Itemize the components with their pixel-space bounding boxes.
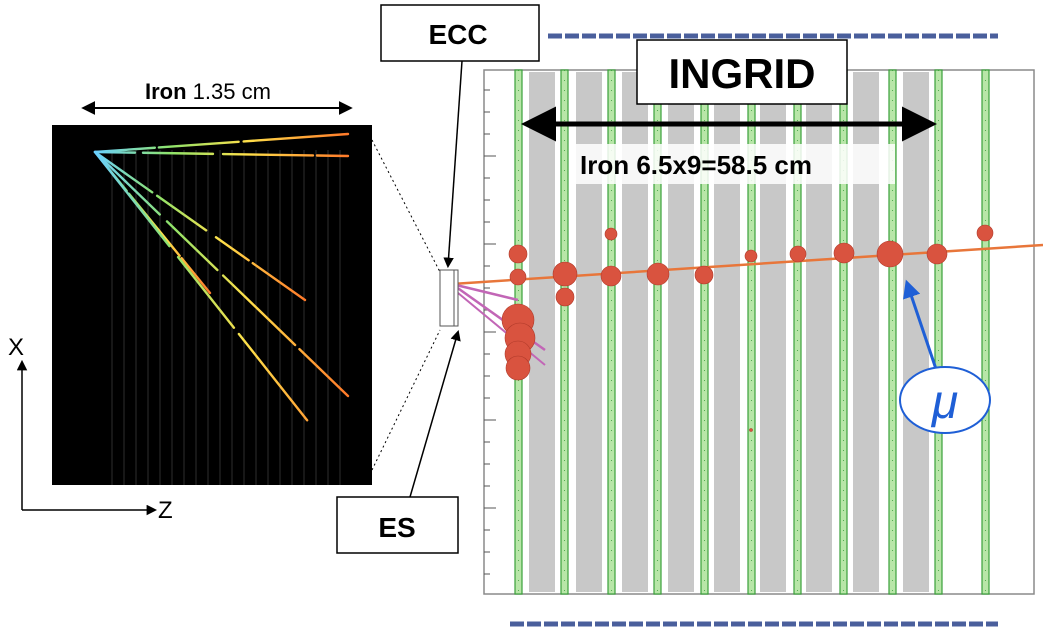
es-pointer-arrow <box>409 329 461 498</box>
hit <box>976 224 994 242</box>
hit <box>646 262 670 286</box>
hit <box>555 287 575 307</box>
axis-z-label: Z <box>158 497 173 524</box>
hit <box>508 244 528 264</box>
zoom-line-top <box>371 139 441 273</box>
axis-indicator: X Z <box>8 334 173 524</box>
hit <box>876 240 904 268</box>
ingrid-title-box <box>636 39 848 105</box>
es-label-box <box>336 496 459 554</box>
hit <box>552 261 578 287</box>
hit <box>509 268 527 286</box>
hit <box>744 249 758 263</box>
ecc-track <box>93 132 350 154</box>
es-label: ES <box>378 512 415 543</box>
mu-label: μ <box>930 376 958 429</box>
ecc-background <box>52 125 372 485</box>
hit <box>926 243 948 265</box>
ecc-mini-box <box>439 269 455 327</box>
hit <box>833 242 855 264</box>
hit <box>604 227 618 241</box>
ecc-track <box>93 150 307 302</box>
hit-markers <box>501 224 994 432</box>
ecc-tracks <box>93 132 350 474</box>
ingrid-iron-label: Iron 6.5x9=58.5 cm <box>580 150 812 180</box>
ecc-pointer-arrow <box>443 60 463 269</box>
ecc-track <box>93 150 350 398</box>
ingrid-iron-label-bg <box>575 144 895 184</box>
hit <box>749 428 753 432</box>
zoom-line-bottom <box>371 329 441 471</box>
es-track <box>451 282 519 302</box>
ecc-panel: Iron 1.35 cm <box>52 79 441 485</box>
ingrid-detector: Iron 6.5x9=58.5 cm INGRID μ <box>451 33 1043 627</box>
hit <box>505 355 531 381</box>
ingrid-title: INGRID <box>669 50 816 97</box>
mu-bubble <box>899 366 991 434</box>
ecc-label: ECC <box>428 19 487 50</box>
ecc-label-box <box>380 4 540 62</box>
mu-pointer-arrow <box>903 279 940 376</box>
ecc-track <box>93 150 350 158</box>
left-ruler <box>484 89 496 575</box>
ecc-es-module: ECC ES <box>336 4 540 554</box>
es-mini-box <box>453 269 459 327</box>
hit <box>600 265 622 287</box>
axis-x-label: X <box>8 334 24 361</box>
ecc-track <box>93 150 350 474</box>
hit <box>694 265 714 285</box>
hit <box>789 245 807 263</box>
ecc-iron-label: Iron 1.35 cm <box>145 79 271 104</box>
